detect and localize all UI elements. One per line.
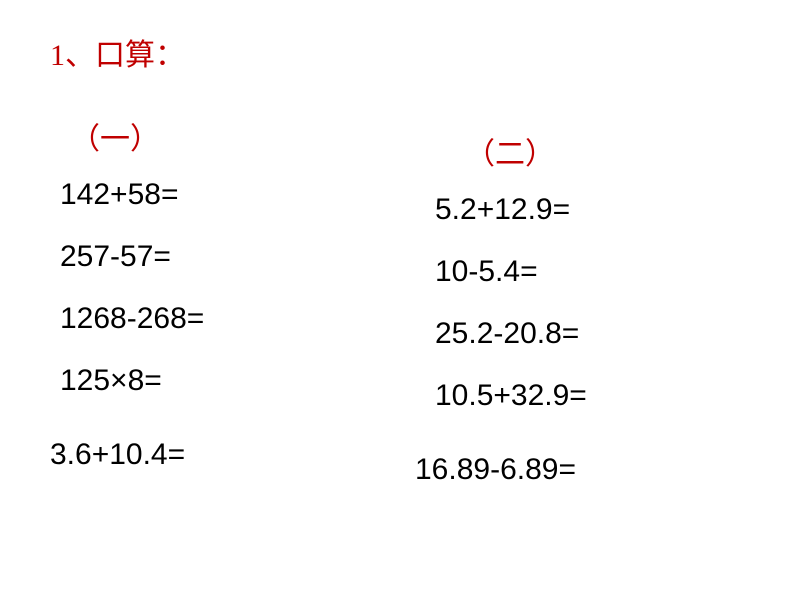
problem-item: 10-5.4=	[435, 255, 750, 289]
column-one: （一） 142+58= 257-57= 1268-268= 125×8= 3.6…	[50, 114, 435, 487]
worksheet-container: 1、口算： （一） 142+58= 257-57= 1268-268= 125×…	[0, 0, 800, 600]
columns-wrapper: （一） 142+58= 257-57= 1268-268= 125×8= 3.6…	[50, 114, 750, 487]
problem-item: 10.5+32.9=	[435, 379, 750, 413]
section-two-label: （二）	[435, 129, 750, 173]
problem-item: 1268-268=	[50, 302, 435, 336]
problem-item: 142+58=	[50, 178, 435, 212]
problem-item: 25.2-20.8=	[435, 317, 750, 351]
problem-item: 125×8=	[50, 364, 435, 398]
problem-item: 5.2+12.9=	[435, 193, 750, 227]
problem-item: 16.89-6.89=	[415, 453, 750, 487]
section-one-label: （一）	[50, 114, 435, 158]
column-two: （二） 5.2+12.9= 10-5.4= 25.2-20.8= 10.5+32…	[435, 129, 750, 487]
problem-item: 3.6+10.4=	[50, 438, 435, 472]
worksheet-title: 1、口算：	[50, 30, 750, 74]
problem-item: 257-57=	[50, 240, 435, 274]
